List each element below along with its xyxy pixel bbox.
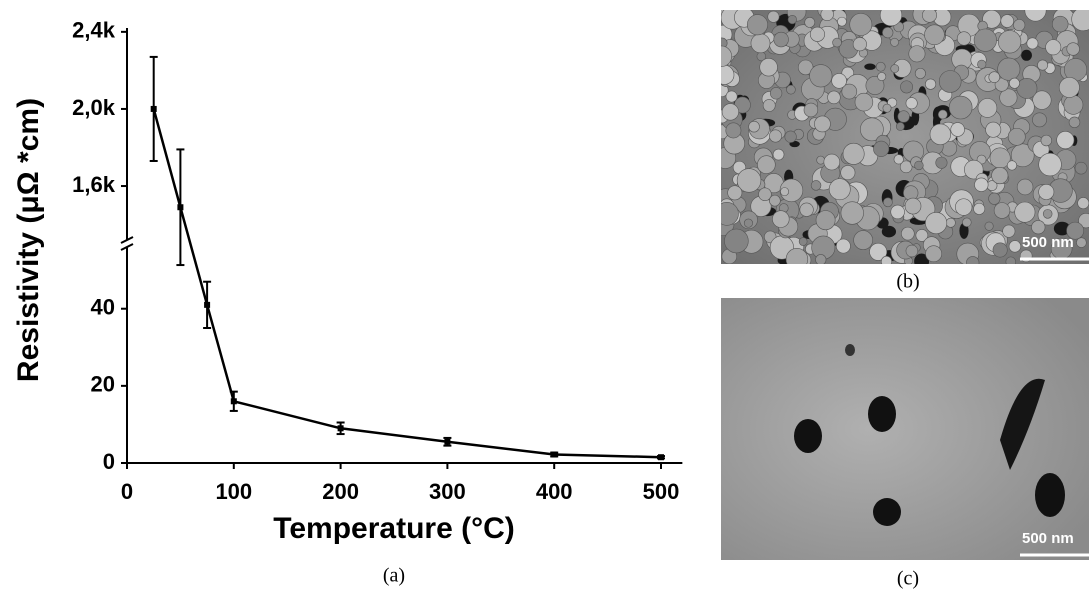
data-point bbox=[150, 105, 157, 112]
data-point bbox=[444, 438, 451, 445]
y-tick-label: 0 bbox=[103, 449, 115, 474]
caption: (c) bbox=[897, 568, 919, 590]
data-point bbox=[658, 454, 664, 461]
axis-break bbox=[120, 236, 134, 244]
scale-bar-label: 500 nm bbox=[1022, 530, 1074, 547]
sem-image-b bbox=[721, 10, 1089, 264]
y-tick-label: 1,6k bbox=[72, 172, 116, 197]
y-axis-title: Resistivity (μΩ *cm) bbox=[12, 98, 45, 382]
y-tick-label: 40 bbox=[91, 295, 115, 320]
data-point bbox=[204, 301, 211, 308]
data-line bbox=[152, 108, 662, 459]
caption: (b) bbox=[896, 271, 919, 293]
caption: (a) bbox=[383, 565, 405, 587]
x-tick-label: 300 bbox=[429, 479, 466, 504]
x-tick-label: 100 bbox=[215, 479, 252, 504]
x-tick-label: 0 bbox=[121, 479, 133, 504]
scale-bar-label: 500 nm bbox=[1022, 234, 1074, 251]
axis-break bbox=[120, 243, 134, 251]
y-tick-label: 20 bbox=[91, 372, 115, 397]
data-point bbox=[337, 425, 344, 432]
x-tick-label: 400 bbox=[536, 479, 573, 504]
y-tick-label: 2,4k bbox=[72, 18, 116, 43]
y-tick-label: 2,0k bbox=[72, 95, 116, 120]
sem-image-c bbox=[721, 298, 1089, 560]
x-tick-label: 200 bbox=[322, 479, 359, 504]
data-point bbox=[230, 398, 237, 405]
data-point bbox=[551, 451, 558, 458]
x-tick-label: 500 bbox=[643, 479, 680, 504]
x-axis-title: Temperature (°C) bbox=[273, 512, 514, 545]
data-point bbox=[177, 204, 184, 211]
